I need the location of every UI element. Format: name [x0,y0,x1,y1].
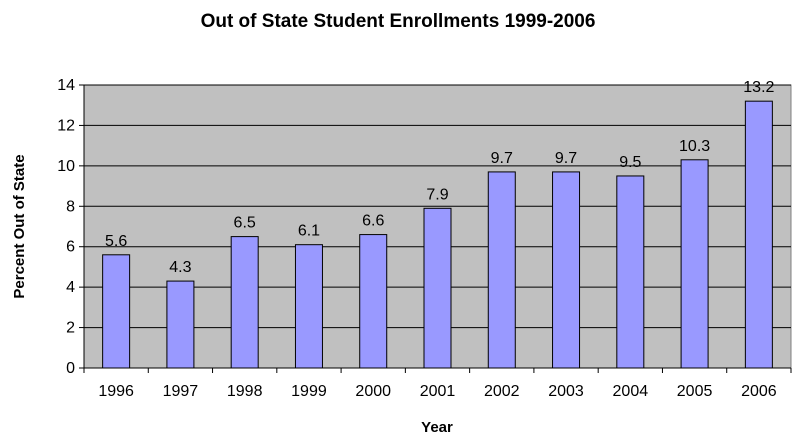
data-label-2006: 13.2 [743,79,774,96]
bar-2004 [616,175,645,369]
bar-1997 [166,280,195,369]
x-tick-label-2001: 2001 [420,383,456,400]
y-axis-title: Percent Out of State [11,154,28,298]
x-tick-label-2004: 2004 [613,383,649,400]
chart-title: Out of State Student Enrollments 1999-20… [201,11,596,32]
bars [102,100,773,369]
data-label-1998: 6.5 [234,215,256,232]
bar-2002 [487,171,516,369]
data-label-2000: 6.6 [362,213,384,230]
y-tick-label: 2 [66,320,75,337]
bar-2000 [359,234,388,369]
bar-1998 [230,236,259,369]
gridlines [84,84,791,329]
y-tick-label: 4 [66,279,75,296]
bar-2003 [552,171,581,369]
y-tick-label: 0 [66,360,75,377]
bar-1999 [294,244,323,369]
data-label-1996: 5.6 [105,233,127,250]
x-tick-label-1998: 1998 [227,383,263,400]
x-tick-label-2002: 2002 [484,383,520,400]
y-tick-label: 12 [57,117,75,134]
data-label-2004: 9.5 [619,154,641,171]
y-tick-label: 8 [66,198,75,215]
y-tick-label: 6 [66,239,75,256]
bar-2006 [744,100,773,369]
data-label-2002: 9.7 [491,150,513,167]
data-label-2005: 10.3 [679,138,710,155]
x-tick-label-2006: 2006 [741,383,777,400]
x-tick-label-2003: 2003 [548,383,584,400]
y-axis: 0 2 4 6 8 10 12 14 [57,77,85,377]
data-label-2001: 7.9 [426,186,448,203]
y-tick-label: 14 [57,77,75,94]
data-label-2003: 9.7 [555,150,577,167]
data-label-1999: 6.1 [298,223,320,240]
data-labels: 5.6 4.3 6.5 6.1 6.6 7.9 9.7 9.7 9.5 10.3 13.2 [105,79,775,276]
x-tick-label-2000: 2000 [355,383,391,400]
x-axis-title: Year [421,419,453,436]
x-tick-label-1999: 1999 [291,383,327,400]
bar-2001 [423,207,452,369]
bar-1996 [102,254,131,369]
x-tick-label-1997: 1997 [163,383,199,400]
x-tick-label-1996: 1996 [98,383,134,400]
x-axis: 1996 1997 1998 1999 2000 2001 2002 2003 2004 2005… [83,367,792,400]
x-tick-label-2005: 2005 [677,383,713,400]
bar-2005 [680,159,709,369]
y-tick-label: 10 [57,158,75,175]
data-label-1997: 4.3 [169,259,191,276]
